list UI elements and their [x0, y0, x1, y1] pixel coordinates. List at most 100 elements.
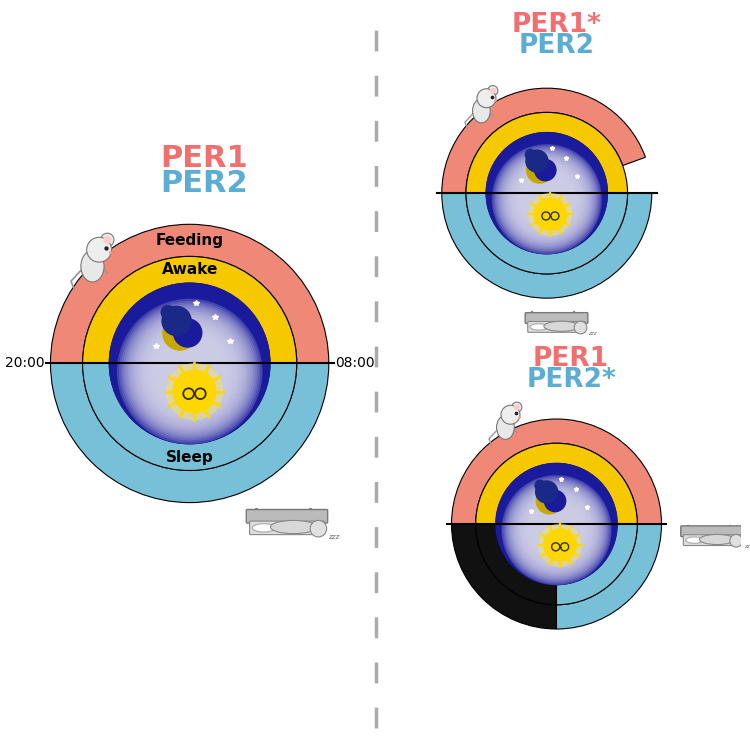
Ellipse shape — [544, 321, 579, 332]
Circle shape — [494, 146, 600, 253]
Circle shape — [499, 151, 595, 247]
Ellipse shape — [700, 535, 735, 544]
Circle shape — [130, 311, 250, 432]
Wedge shape — [466, 112, 628, 193]
Circle shape — [161, 305, 175, 320]
Ellipse shape — [271, 520, 316, 534]
Text: Sleep: Sleep — [166, 450, 214, 465]
Text: PER2: PER2 — [518, 33, 595, 59]
Circle shape — [512, 402, 522, 412]
Circle shape — [535, 481, 545, 490]
Circle shape — [87, 238, 112, 262]
Circle shape — [495, 147, 598, 251]
Circle shape — [544, 529, 576, 561]
Circle shape — [496, 149, 597, 250]
Circle shape — [142, 324, 237, 419]
Circle shape — [139, 320, 241, 423]
Circle shape — [119, 301, 260, 442]
Circle shape — [104, 235, 112, 244]
Circle shape — [536, 481, 558, 503]
Circle shape — [536, 488, 562, 514]
Circle shape — [512, 485, 602, 575]
Circle shape — [121, 303, 258, 440]
Circle shape — [507, 481, 606, 579]
FancyBboxPatch shape — [246, 510, 328, 523]
Text: PER1: PER1 — [160, 144, 248, 173]
FancyBboxPatch shape — [681, 526, 743, 537]
Circle shape — [136, 319, 242, 424]
Wedge shape — [452, 524, 556, 629]
Circle shape — [100, 233, 114, 247]
Wedge shape — [442, 88, 646, 193]
Text: zzz: zzz — [328, 534, 340, 540]
Circle shape — [492, 144, 602, 253]
Circle shape — [514, 404, 520, 411]
Text: PER1*: PER1* — [512, 12, 602, 38]
Wedge shape — [50, 224, 328, 363]
Circle shape — [131, 314, 248, 429]
Circle shape — [515, 489, 598, 572]
Circle shape — [501, 405, 520, 424]
FancyBboxPatch shape — [528, 322, 585, 332]
Circle shape — [502, 475, 611, 584]
Wedge shape — [556, 524, 662, 629]
Wedge shape — [452, 419, 662, 524]
Circle shape — [526, 150, 548, 172]
Circle shape — [503, 156, 591, 243]
Circle shape — [310, 520, 327, 537]
Circle shape — [514, 487, 599, 572]
Circle shape — [509, 482, 604, 578]
Text: PER2: PER2 — [160, 169, 248, 198]
Circle shape — [123, 305, 256, 438]
Circle shape — [504, 156, 590, 241]
Circle shape — [134, 315, 246, 428]
Wedge shape — [476, 524, 556, 605]
Ellipse shape — [530, 324, 548, 330]
Circle shape — [126, 308, 253, 435]
Circle shape — [517, 490, 596, 570]
Circle shape — [730, 535, 742, 547]
Wedge shape — [466, 193, 628, 274]
Circle shape — [502, 154, 592, 244]
Circle shape — [488, 86, 498, 96]
Circle shape — [166, 364, 222, 420]
Wedge shape — [50, 363, 328, 502]
Circle shape — [519, 493, 594, 567]
Text: PER1: PER1 — [533, 346, 609, 371]
Circle shape — [477, 89, 496, 108]
Circle shape — [500, 153, 593, 246]
Circle shape — [174, 319, 202, 347]
Circle shape — [118, 299, 262, 444]
Circle shape — [486, 132, 608, 253]
Circle shape — [503, 477, 610, 584]
Circle shape — [530, 193, 572, 235]
Text: PER2*: PER2* — [526, 367, 616, 393]
Circle shape — [510, 484, 603, 577]
Text: Awake: Awake — [161, 262, 218, 277]
Text: zzz: zzz — [744, 544, 750, 550]
Circle shape — [509, 162, 584, 236]
Circle shape — [506, 480, 607, 581]
Circle shape — [128, 310, 251, 433]
Circle shape — [506, 158, 588, 241]
Text: 20:00: 20:00 — [5, 356, 45, 371]
Circle shape — [163, 316, 197, 350]
Circle shape — [162, 306, 191, 335]
Circle shape — [534, 199, 566, 231]
Circle shape — [140, 322, 239, 421]
Ellipse shape — [496, 415, 514, 439]
Circle shape — [526, 157, 553, 183]
FancyBboxPatch shape — [683, 535, 741, 545]
Wedge shape — [442, 193, 652, 298]
Circle shape — [574, 321, 586, 334]
Text: Feeding: Feeding — [156, 233, 224, 248]
Circle shape — [135, 317, 244, 426]
Circle shape — [173, 370, 216, 413]
Circle shape — [518, 492, 595, 569]
Wedge shape — [556, 524, 638, 605]
FancyBboxPatch shape — [250, 521, 324, 535]
Wedge shape — [82, 363, 297, 471]
Wedge shape — [82, 256, 297, 363]
Ellipse shape — [252, 523, 275, 532]
Text: zzz: zzz — [588, 331, 597, 336]
